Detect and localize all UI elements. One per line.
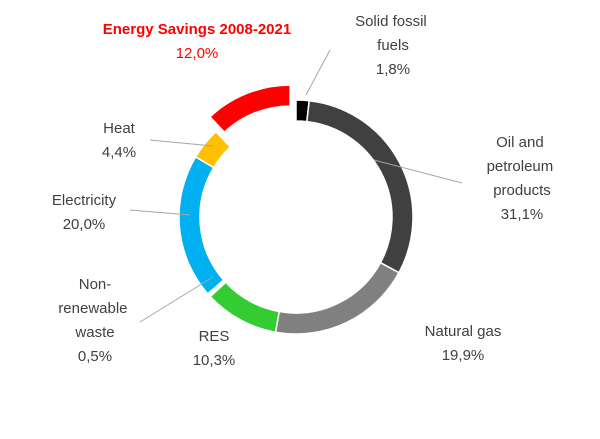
leader-line — [373, 159, 463, 184]
label-line: petroleum — [487, 158, 558, 175]
label-line: products — [493, 182, 551, 199]
value-label: 31,1% — [501, 206, 544, 223]
label-line: RES — [199, 328, 230, 345]
category-label: Electricity — [52, 192, 117, 209]
leader-line — [149, 139, 214, 147]
donut-segment — [178, 155, 225, 295]
category-label: Natural gas — [425, 323, 502, 340]
donut-segment — [194, 130, 232, 169]
category-label: Energy Savings 2008-2021 — [103, 21, 291, 38]
label-line: Heat — [103, 120, 136, 137]
value-label: 0,5% — [78, 348, 112, 365]
category-label: Solid fossil fuels — [355, 13, 431, 54]
category-label: Oil and petroleum products — [487, 134, 558, 199]
donut-segment — [208, 84, 291, 134]
donut-segment — [209, 281, 281, 334]
leader-line — [129, 209, 191, 216]
label-line: fuels — [377, 37, 409, 54]
label-line: Natural gas — [425, 323, 502, 340]
label-line: Non- — [79, 276, 112, 293]
label-line: renewable — [58, 300, 131, 317]
value-label: 1,8% — [376, 61, 410, 78]
category-label: Heat — [103, 120, 136, 137]
label-line: Electricity — [52, 192, 117, 209]
label-line: Oil and — [496, 134, 548, 151]
donut-segment — [274, 261, 400, 335]
donut-segment — [306, 99, 414, 274]
value-label: 12,0% — [176, 45, 219, 62]
value-label: 10,3% — [193, 352, 236, 369]
label-line: Solid fossil — [355, 13, 431, 30]
value-label: 4,4% — [102, 144, 136, 161]
value-label: 19,9% — [442, 347, 485, 364]
category-label: RES — [199, 328, 230, 345]
leader-line — [305, 49, 331, 96]
value-label: 20,0% — [63, 216, 106, 233]
leader-line — [139, 276, 214, 323]
label-line: Energy Savings 2008-2021 — [103, 21, 291, 38]
category-label: Non-renewable waste — [58, 276, 131, 341]
label-line: waste — [74, 324, 114, 341]
